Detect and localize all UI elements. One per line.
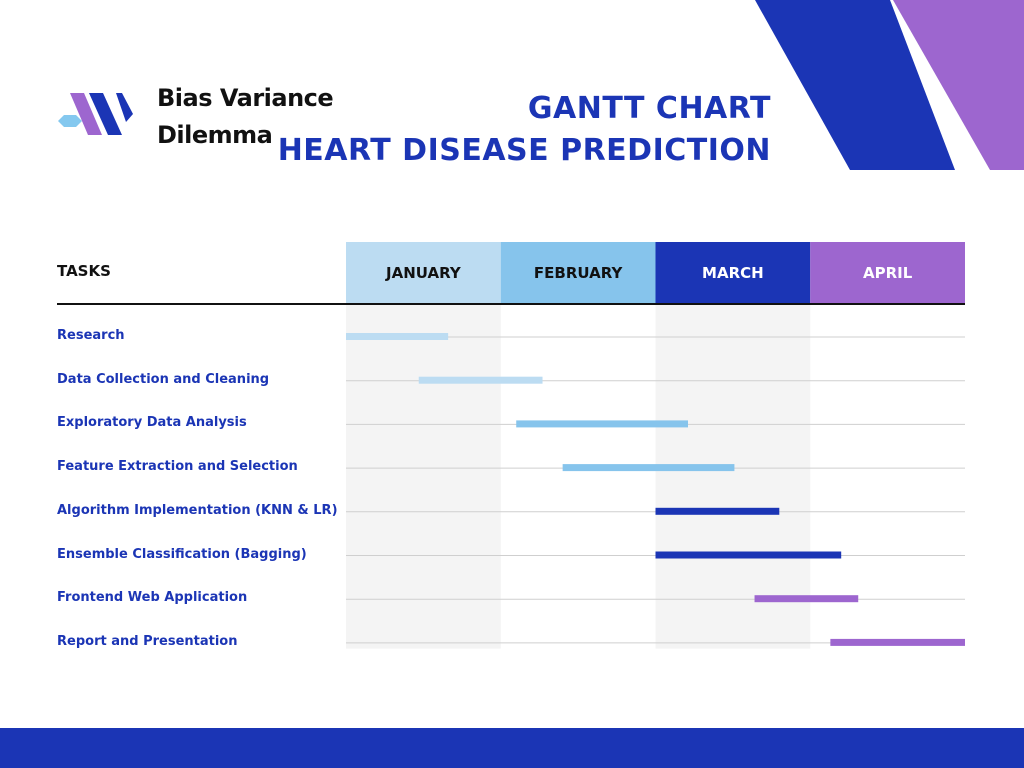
month-label-january: JANUARY — [385, 264, 462, 282]
month-label-april: APRIL — [863, 264, 913, 282]
task-bar — [656, 508, 780, 515]
month-label-march: MARCH — [702, 264, 764, 282]
month-label-february: FEBRUARY — [534, 264, 624, 282]
task-bar — [563, 464, 735, 471]
task-bar — [346, 333, 448, 340]
task-bar — [419, 377, 543, 384]
month-shade-january — [346, 304, 501, 649]
task-bar — [516, 420, 688, 427]
task-bar — [656, 552, 842, 559]
footer-bar — [0, 728, 1024, 768]
task-bar — [830, 639, 965, 646]
task-bar — [755, 595, 859, 602]
